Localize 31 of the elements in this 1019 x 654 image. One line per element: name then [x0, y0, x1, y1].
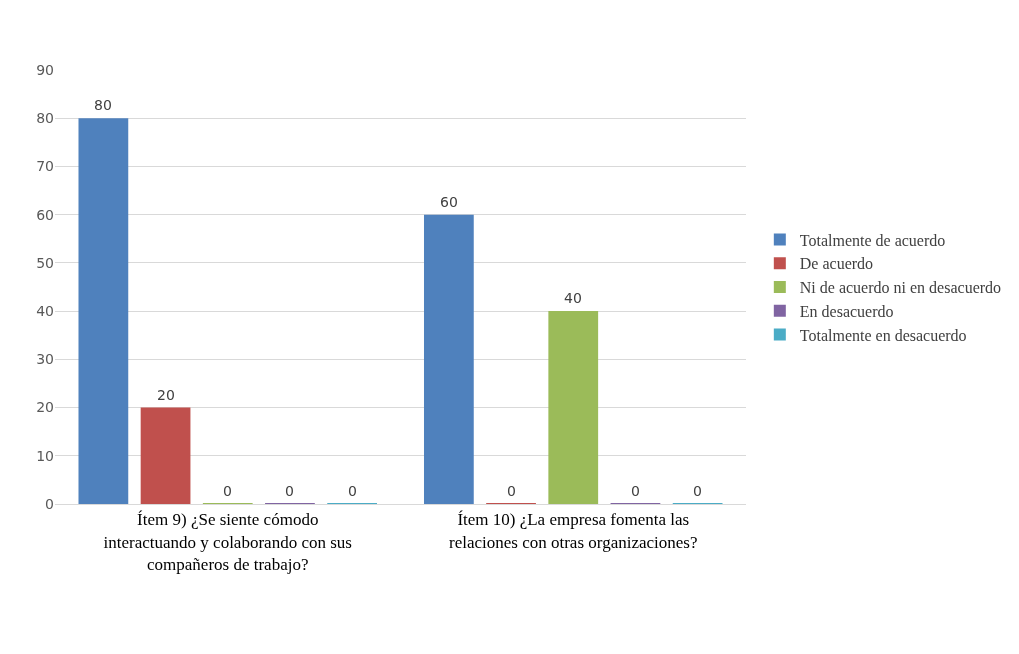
- data-label: 80: [94, 97, 112, 113]
- data-label: 0: [348, 483, 357, 499]
- data-label: 0: [223, 483, 232, 499]
- y-tick-label: 10: [36, 447, 54, 464]
- data-label: 20: [157, 387, 175, 403]
- data-label: 40: [564, 290, 582, 306]
- y-tick-label: 20: [36, 399, 54, 416]
- bar: [423, 214, 474, 504]
- bar: [78, 118, 129, 504]
- y-tick-label: 30: [36, 351, 54, 368]
- bar: [548, 311, 599, 504]
- data-label: 60: [440, 194, 458, 210]
- legend-label: Totalmente en desacuerdo: [799, 326, 967, 344]
- legend-label: En desacuerdo: [799, 303, 894, 321]
- y-tick-label: 80: [36, 110, 54, 127]
- y-tick-label: 60: [36, 206, 54, 223]
- y-tick-label: 90: [36, 61, 54, 78]
- data-label: 0: [693, 483, 702, 499]
- data-label: 0: [631, 483, 640, 499]
- legend-label: Totalmente de acuerdo: [799, 231, 946, 249]
- y-tick-label: 40: [36, 303, 54, 320]
- data-label: 0: [507, 483, 516, 499]
- x-tick-label: Ítem 10) ¿La empresa fomenta las relaciones con otras organizaciones?: [449, 510, 698, 552]
- data-label: 0: [285, 483, 294, 499]
- y-tick-label: 50: [36, 254, 54, 271]
- legend-label: Ni de acuerdo ni en desacuerdo: [799, 279, 1002, 297]
- bar: [140, 407, 191, 504]
- x-tick-label: Ítem 9) ¿Se siente cómodo interactuando y colaborando con sus compañeros de trabajo?: [103, 510, 352, 574]
- legend-label: De acuerdo: [799, 255, 874, 273]
- y-tick-label: 0: [45, 495, 54, 512]
- y-tick-label: 70: [36, 158, 54, 175]
